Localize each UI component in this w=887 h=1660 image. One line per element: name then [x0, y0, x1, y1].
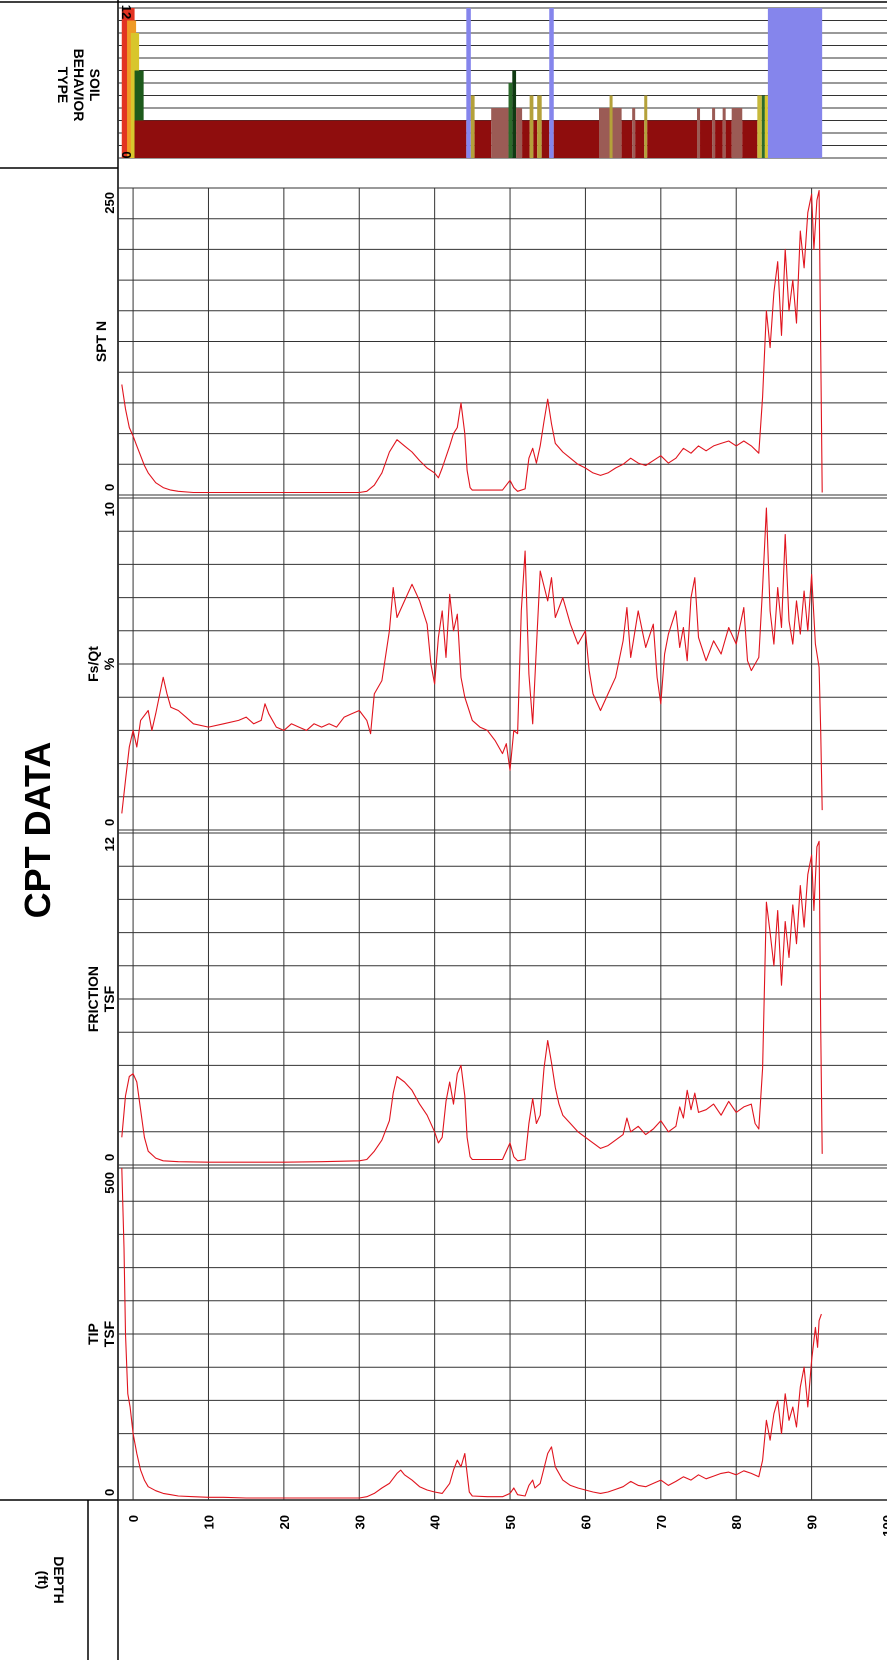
depth-tick-100: 100: [880, 1515, 887, 1537]
track-min-friction: 0: [102, 1154, 117, 1161]
depth-tick-20: 20: [277, 1515, 292, 1529]
track-unit-friction: TSF: [101, 985, 117, 1012]
depth-tick-60: 60: [578, 1515, 593, 1529]
soil-band-10: [512, 71, 516, 159]
depth-tick-10: 10: [201, 1515, 216, 1529]
trace-friction: [122, 841, 822, 1162]
trace-tip: [122, 1168, 822, 1498]
soil-band-24: [644, 96, 647, 159]
soil-band-27: [700, 121, 712, 159]
soil-band-25: [647, 121, 697, 159]
soil-band-16: [542, 121, 550, 159]
depth-tick-30: 30: [352, 1515, 367, 1529]
depth-tick-50: 50: [503, 1515, 518, 1529]
track-label-friction: FRICTION: [85, 966, 101, 1032]
track-max-spt: 250: [102, 192, 117, 214]
track-min-tip: 0: [102, 1489, 117, 1496]
soil-band-9: [509, 83, 513, 158]
soil-band-15: [537, 96, 542, 159]
track-min-ratio: 0: [102, 819, 117, 826]
soil-label-3: TYPE: [55, 67, 71, 104]
track-max-ratio: 10: [102, 502, 117, 516]
soil-band-5: [466, 8, 471, 158]
track-label-spt: SPT N: [93, 321, 109, 362]
soil-band-4: [135, 121, 467, 159]
depth-tick-70: 70: [654, 1515, 669, 1529]
soil-band-26: [697, 108, 700, 158]
page-title: CPT DATA: [17, 742, 58, 919]
soil-band-34: [757, 96, 762, 159]
track-max-tip: 500: [102, 1172, 117, 1194]
soil-band-13: [530, 96, 534, 159]
soil-band-32: [732, 108, 743, 158]
soil-band-22: [632, 108, 635, 158]
track-unit-tip: TSF: [101, 1320, 117, 1347]
depth-tick-40: 40: [428, 1515, 443, 1529]
soil-label-1: SOIL: [87, 69, 103, 102]
track-unit-ratio: %: [101, 657, 117, 670]
soil-min: 0: [119, 151, 134, 158]
soil-band-29: [715, 121, 723, 159]
track-label-ratio: Fs/Qt: [85, 646, 101, 682]
soil-band-6: [471, 96, 475, 159]
soil-band-37: [768, 8, 822, 158]
soil-band-33: [742, 121, 757, 159]
soil-band-11: [516, 108, 522, 158]
soil-band-30: [723, 108, 726, 158]
cpt-traces: [122, 191, 822, 1499]
soil-band-7: [475, 121, 492, 159]
soil-band-12: [522, 121, 530, 159]
soil-band-18: [554, 121, 599, 159]
soil-band-28: [712, 108, 715, 158]
soil-band-17: [549, 8, 554, 158]
track-label-tip: TIP: [85, 1323, 101, 1345]
soil-band-23: [635, 121, 644, 159]
depth-axis-unit: (ft): [35, 1571, 51, 1590]
depth-tick-90: 90: [805, 1515, 820, 1529]
soil-band-35: [762, 96, 765, 159]
soil-band-36: [765, 96, 768, 159]
track-max-friction: 12: [102, 837, 117, 851]
trace-ratio: [122, 508, 822, 813]
track-min-spt: 0: [102, 484, 117, 491]
soil-band-14: [533, 121, 537, 159]
soil-band-21: [622, 121, 633, 159]
soil-label-2: BEHAVIOR: [71, 49, 87, 122]
depth-tick-80: 80: [729, 1515, 744, 1529]
soil-band-8: [491, 108, 508, 158]
depth-tick-0: 0: [126, 1515, 141, 1522]
soil-band-31: [726, 121, 732, 159]
soil-max: 12: [119, 5, 134, 19]
depth-axis-label: DEPTH: [51, 1556, 67, 1603]
soil-band-20: [610, 96, 613, 159]
